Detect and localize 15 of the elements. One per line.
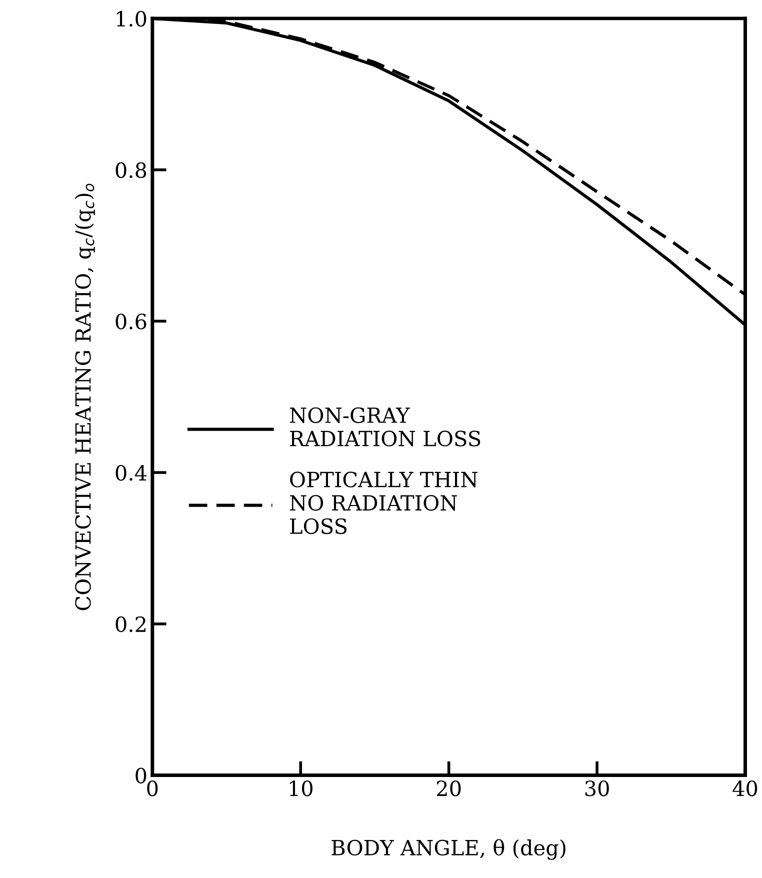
y-tick-label: 0 xyxy=(136,768,146,784)
x-tick-label: 10 xyxy=(290,780,312,796)
y-tick-label: 0.4 xyxy=(116,464,146,481)
x-tick-label: 30 xyxy=(585,780,609,796)
x-tick-label: 40 xyxy=(732,780,758,796)
x-tick-label: 20 xyxy=(436,780,461,796)
y-tick-label: 0.6 xyxy=(116,314,146,330)
legend-label: NON-GRAY RADIATION LOSS xyxy=(290,407,480,446)
y-tick-label: 1.0 xyxy=(116,10,146,27)
x-tick-label: 0 xyxy=(147,780,158,796)
legend-label: OPTICALLY THIN NO RADIATION LOSS xyxy=(290,472,478,534)
x-axis-title: BODY ANGLE, θ (deg) xyxy=(332,839,566,860)
y-axis-title: CONVECTIVE HEATING RATIO, q$_{c}$/(q$_{c}$)$_{o}$ xyxy=(74,184,95,610)
y-tick-label: 0.8 xyxy=(116,162,146,178)
y-tick-label: 0.2 xyxy=(116,616,146,632)
